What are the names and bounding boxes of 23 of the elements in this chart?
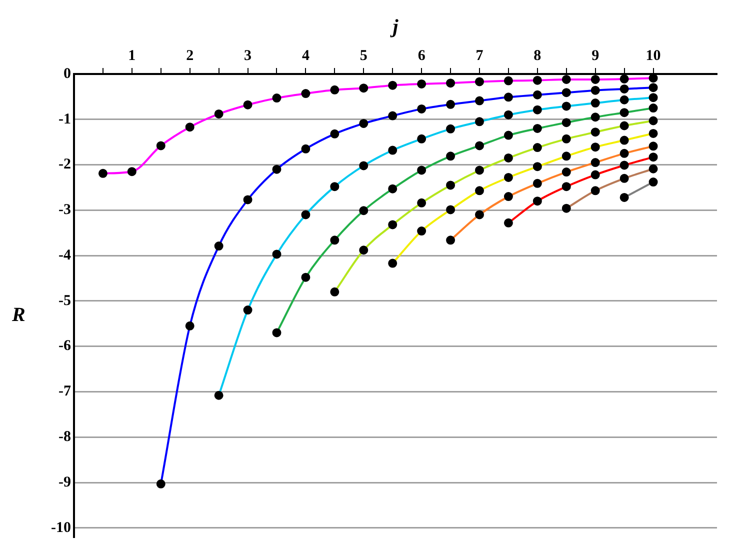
y-tick-label: -2 xyxy=(58,156,71,173)
x-tick-label: 1 xyxy=(128,48,136,64)
x-tick-label: 3 xyxy=(244,48,252,64)
x-tick-label: 8 xyxy=(534,48,542,64)
y-tick-label: -9 xyxy=(58,474,71,490)
x-tick-label: 6 xyxy=(418,48,426,64)
y-tick-label: 0 xyxy=(63,66,71,82)
x-tick-label: 9 xyxy=(592,48,600,64)
y-tick-label: -3 xyxy=(58,202,71,218)
x-tick-label: 2 xyxy=(186,48,194,64)
y-axis-title: R xyxy=(12,304,26,327)
y-tick-label: -6 xyxy=(58,338,72,354)
y-tick-label: -8 xyxy=(58,429,71,446)
y-tick-label: -5 xyxy=(58,292,71,309)
x-axis-title: j xyxy=(390,16,399,38)
y-tick-label: -4 xyxy=(58,247,72,264)
x-tick-label: 10 xyxy=(646,48,661,64)
y-tick-label: -10 xyxy=(50,520,71,536)
y-tick-label: -1 xyxy=(58,111,71,128)
x-tick-label: 7 xyxy=(476,48,484,64)
x-tick-label: 4 xyxy=(302,48,310,64)
x-tick-label: 5 xyxy=(360,48,368,64)
y-tick-label: -7 xyxy=(58,384,72,400)
